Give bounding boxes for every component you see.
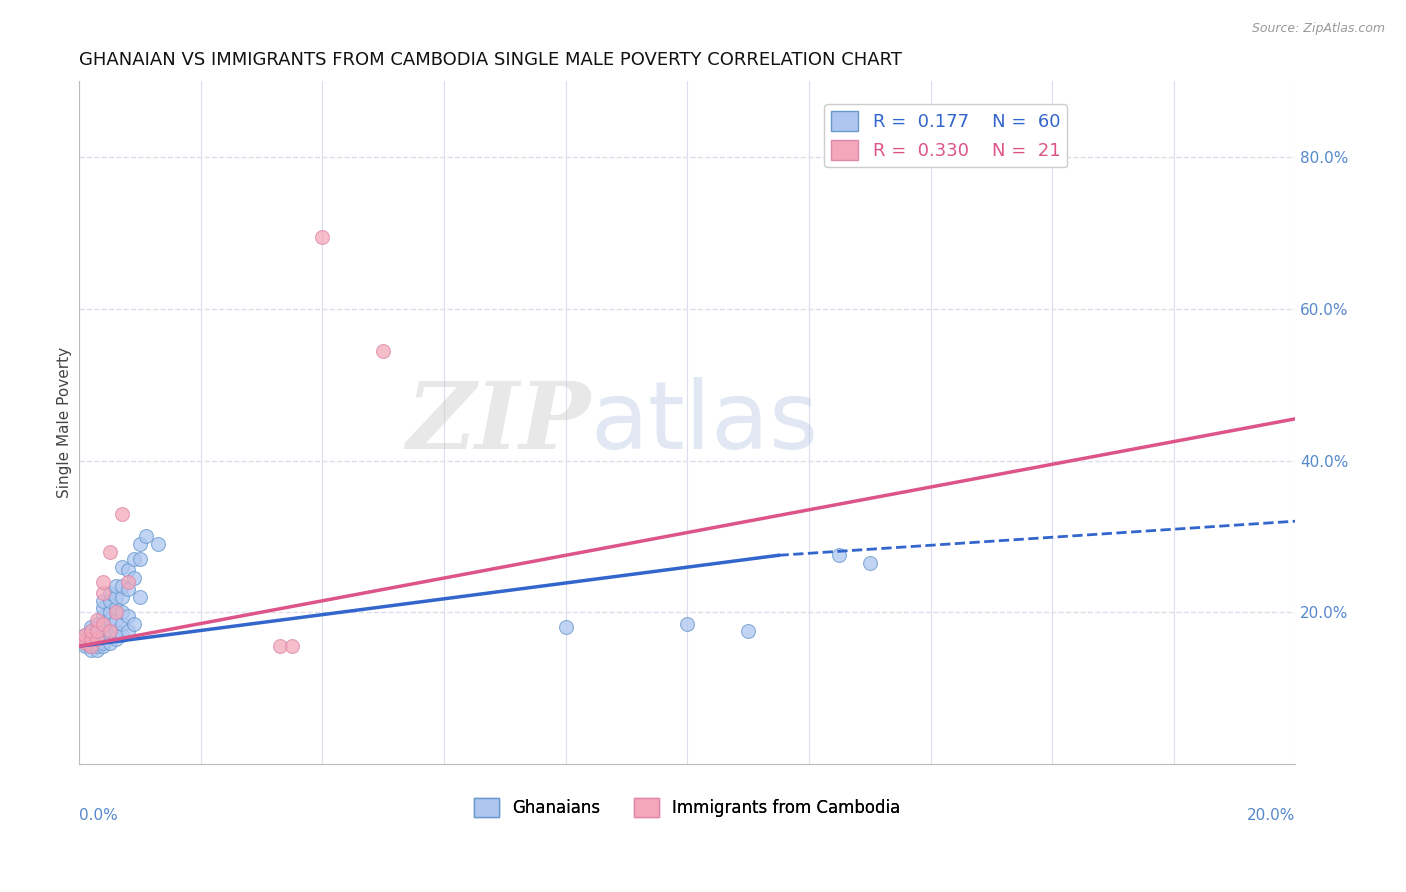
Point (75, 628, 97, 642)
Point (111, 507, 134, 521)
Point (104, 590, 127, 604)
Point (93, 574, 115, 589)
Point (80, 632, 103, 646)
Point (828, 549, 851, 563)
Point (676, 616, 699, 631)
Point (80, 640, 103, 654)
Point (75, 635, 97, 649)
Point (129, 552, 152, 566)
Point (117, 624, 139, 639)
Point (93, 616, 115, 631)
Point (104, 613, 127, 627)
Point (111, 605, 134, 619)
Point (93, 586, 115, 600)
Point (129, 590, 152, 604)
Legend: Ghanaians, Immigrants from Cambodia: Ghanaians, Immigrants from Cambodia (467, 792, 907, 823)
Point (80, 635, 103, 649)
Point (80, 640, 103, 654)
Point (311, 229, 333, 244)
Point (98, 628, 121, 642)
Point (86, 624, 108, 639)
Point (93, 640, 115, 654)
Point (86, 635, 108, 649)
Point (98, 624, 121, 639)
Point (117, 574, 139, 589)
Text: GHANAIAN VS IMMIGRANTS FROM CAMBODIA SINGLE MALE POVERTY CORRELATION CHART: GHANAIAN VS IMMIGRANTS FROM CAMBODIA SIN… (79, 51, 903, 69)
Point (117, 609, 139, 624)
Point (104, 605, 127, 619)
Point (104, 624, 127, 639)
Point (93, 609, 115, 624)
Point (104, 601, 127, 615)
Point (86, 632, 108, 646)
Point (122, 616, 145, 631)
Point (98, 624, 121, 639)
Point (98, 613, 121, 627)
Point (135, 529, 157, 543)
Point (117, 564, 139, 578)
Point (111, 616, 134, 631)
Point (93, 594, 115, 608)
Point (281, 640, 304, 654)
Point (98, 605, 121, 619)
Point (859, 556, 882, 570)
Point (93, 601, 115, 615)
Point (75, 632, 97, 646)
Point (86, 613, 108, 627)
Point (122, 552, 145, 566)
Point (104, 579, 127, 593)
Text: ZIP: ZIP (406, 377, 591, 467)
Point (111, 628, 134, 642)
Text: atlas: atlas (591, 376, 818, 468)
Point (75, 635, 97, 649)
Point (737, 624, 759, 639)
Point (122, 571, 145, 585)
Point (80, 624, 103, 639)
Point (93, 628, 115, 642)
Point (80, 624, 103, 639)
Point (75, 632, 97, 646)
Text: Source: ZipAtlas.com: Source: ZipAtlas.com (1251, 22, 1385, 36)
Point (80, 643, 103, 657)
Text: 0.0%: 0.0% (79, 808, 118, 823)
Point (117, 582, 139, 597)
Point (111, 559, 134, 574)
Point (80, 632, 103, 646)
Point (269, 640, 291, 654)
Point (93, 635, 115, 649)
Point (111, 579, 134, 593)
Point (98, 586, 121, 600)
Point (75, 640, 97, 654)
Point (80, 628, 103, 642)
Point (554, 620, 576, 634)
Point (129, 537, 152, 551)
Point (86, 643, 108, 657)
Y-axis label: Single Male Poverty: Single Male Poverty (58, 347, 72, 498)
Point (86, 632, 108, 646)
Point (111, 590, 134, 604)
Point (98, 594, 121, 608)
Point (86, 616, 108, 631)
Point (75, 628, 97, 642)
Point (86, 624, 108, 639)
Point (373, 343, 395, 358)
Point (98, 544, 121, 558)
Point (93, 616, 115, 631)
Point (98, 635, 121, 649)
Point (86, 640, 108, 654)
Point (104, 632, 127, 646)
Text: 20.0%: 20.0% (1247, 808, 1295, 823)
Point (80, 620, 103, 634)
Point (148, 537, 170, 551)
